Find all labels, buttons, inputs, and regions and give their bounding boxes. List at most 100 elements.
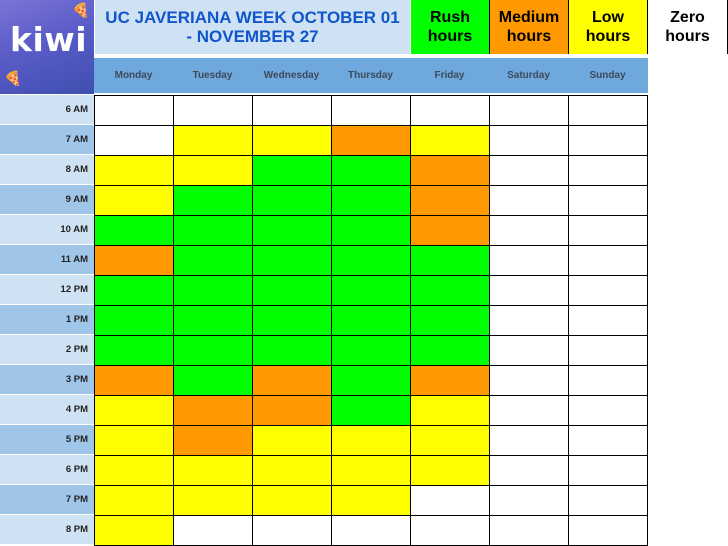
schedule-cell-low <box>173 125 253 156</box>
schedule-cell-low <box>410 125 490 156</box>
schedule-cell-rush <box>331 305 411 336</box>
day-header-saturday: Saturday <box>507 70 550 81</box>
schedule-cell-rush <box>252 275 332 306</box>
schedule-cell-low <box>94 455 174 486</box>
schedule-cell-rush <box>252 245 332 276</box>
schedule-cell-rush <box>94 305 174 336</box>
schedule-cell-low <box>94 485 174 516</box>
time-label: 7 AM <box>0 125 94 155</box>
schedule-cell-zero <box>489 155 569 186</box>
schedule-cell-zero <box>489 455 569 486</box>
schedule-cell-rush <box>252 305 332 336</box>
time-label: 1 PM <box>0 305 94 335</box>
schedule-cell-zero <box>252 515 332 546</box>
schedule-cell-zero <box>489 305 569 336</box>
schedule-cell-zero <box>489 215 569 246</box>
schedule-cell-zero <box>489 395 569 426</box>
time-label: 5 PM <box>0 425 94 455</box>
time-label: 6 PM <box>0 455 94 485</box>
time-label: 12 PM <box>0 275 94 305</box>
schedule-cell-rush <box>331 365 411 396</box>
schedule-cell-low <box>94 395 174 426</box>
schedule-cell-zero <box>489 95 569 126</box>
schedule-cell-low <box>94 515 174 546</box>
schedule-cell-medium <box>94 365 174 396</box>
schedule-cell-zero <box>568 485 648 516</box>
schedule-cell-zero <box>568 365 648 396</box>
schedule-cell-zero <box>568 455 648 486</box>
schedule-cell-low <box>410 455 490 486</box>
schedule-cell-low <box>252 425 332 456</box>
schedule-cell-low <box>173 455 253 486</box>
schedule-cell-rush <box>331 185 411 216</box>
schedule-cell-rush <box>410 335 490 366</box>
schedule-cell-zero <box>568 515 648 546</box>
schedule-cell-low <box>94 185 174 216</box>
schedule-cell-rush <box>331 155 411 186</box>
schedule-cell-medium <box>410 155 490 186</box>
kiwi-logo: kiwi 🍕 🍕 <box>0 0 94 94</box>
schedule-cell-zero <box>489 425 569 456</box>
schedule-cell-low <box>252 125 332 156</box>
schedule-cell-medium <box>252 365 332 396</box>
time-label: 2 PM <box>0 335 94 365</box>
schedule-cell-rush <box>173 305 253 336</box>
schedule-cell-low <box>331 425 411 456</box>
day-header-tuesday: Tuesday <box>192 70 233 81</box>
schedule-cell-zero <box>489 335 569 366</box>
schedule-cell-rush <box>173 365 253 396</box>
schedule-cell-zero <box>568 275 648 306</box>
schedule-cell-rush <box>252 185 332 216</box>
schedule-cell-rush <box>173 245 253 276</box>
schedule-cell-low <box>331 455 411 486</box>
schedule-cell-zero <box>489 185 569 216</box>
schedule-cell-zero <box>568 395 648 426</box>
schedule-cell-rush <box>331 395 411 426</box>
schedule-cell-zero <box>568 425 648 456</box>
time-label: 4 PM <box>0 395 94 425</box>
legend-medium-hours: Medium hours <box>490 0 569 54</box>
schedule-cell-zero <box>568 245 648 276</box>
schedule-cell-low <box>94 155 174 186</box>
schedule-cell-rush <box>331 245 411 276</box>
schedule-title: UC JAVERIANA WEEK OCTOBER 01 - NOVEMBER … <box>95 0 410 54</box>
schedule-cell-rush <box>331 275 411 306</box>
day-header-bar <box>94 58 648 93</box>
schedule-cell-zero <box>489 125 569 156</box>
schedule-cell-low <box>252 485 332 516</box>
schedule-cell-zero <box>568 335 648 366</box>
schedule-cell-medium <box>410 365 490 396</box>
schedule-cell-zero <box>94 95 174 126</box>
legend-rush-hours: Rush hours <box>411 0 490 54</box>
schedule-cell-medium <box>410 215 490 246</box>
schedule-cell-rush <box>410 275 490 306</box>
time-label: 7 PM <box>0 485 94 515</box>
schedule-cell-zero <box>252 95 332 126</box>
time-label: 10 AM <box>0 215 94 245</box>
schedule-cell-zero <box>489 275 569 306</box>
schedule-cell-rush <box>410 305 490 336</box>
schedule-cell-medium <box>173 425 253 456</box>
time-label: 3 PM <box>0 365 94 395</box>
schedule-cell-zero <box>410 485 490 516</box>
schedule-cell-low <box>173 485 253 516</box>
schedule-cell-zero <box>173 95 253 126</box>
schedule-cell-rush <box>94 335 174 366</box>
time-label: 8 AM <box>0 155 94 185</box>
schedule-cell-zero <box>410 515 490 546</box>
time-label: 8 PM <box>0 515 94 545</box>
schedule-cell-zero <box>173 515 253 546</box>
schedule-cell-rush <box>252 215 332 246</box>
legend-zero-hours: Zero hours <box>648 0 728 54</box>
schedule-cell-zero <box>489 365 569 396</box>
logo-wordmark: kiwi <box>10 20 88 59</box>
schedule-cell-medium <box>252 395 332 426</box>
schedule-cell-low <box>331 485 411 516</box>
time-label: 6 AM <box>0 95 94 125</box>
day-header-thursday: Thursday <box>347 70 393 81</box>
pizza-slice-icon: 🍕 <box>4 70 22 86</box>
day-header-friday: Friday <box>434 70 465 81</box>
schedule-cell-medium <box>410 185 490 216</box>
schedule-cell-rush <box>252 155 332 186</box>
schedule-cell-medium <box>94 245 174 276</box>
